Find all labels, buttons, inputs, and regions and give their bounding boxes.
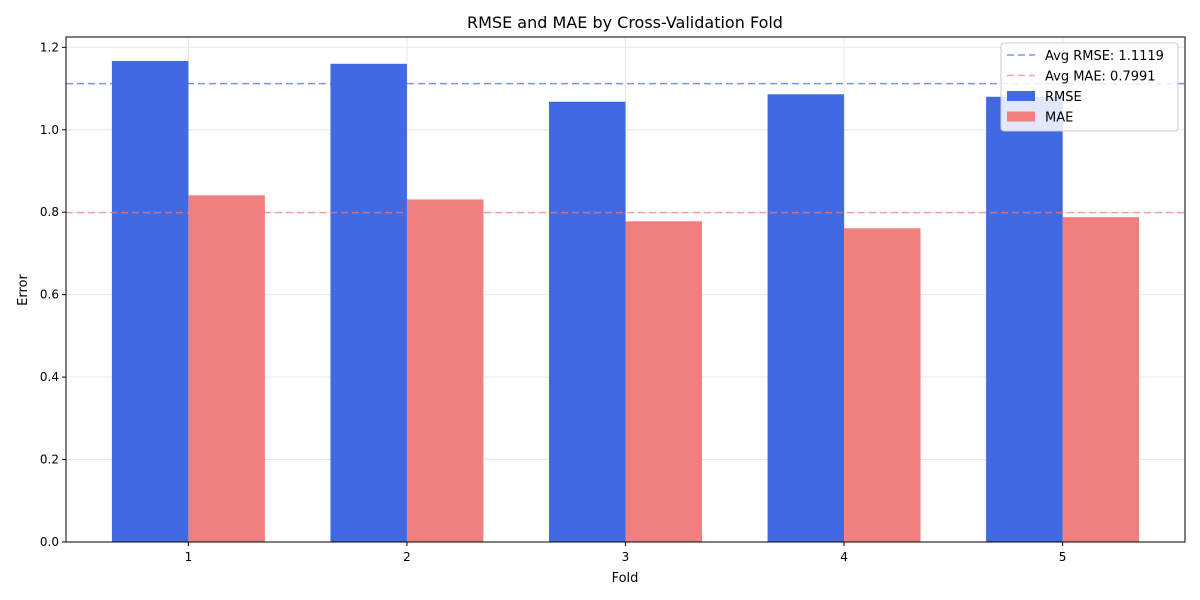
bar-mae — [625, 221, 702, 542]
bar-mae — [844, 228, 921, 543]
legend-frame — [1000, 42, 1179, 132]
legend-bar-swatch — [1007, 111, 1035, 122]
y-tick-label: 0.0 — [40, 535, 59, 549]
bar-mae — [1062, 217, 1140, 543]
x-tick-label: 4 — [840, 550, 848, 564]
bar-rmse — [330, 63, 407, 542]
chart-title: RMSE and MAE by Cross-Validation Fold — [467, 13, 783, 32]
bar-rmse — [767, 94, 845, 543]
y-axis-ticks: 0.0 0.2 0.4 0.6 0.8 1.0 1.2 — [40, 40, 66, 549]
y-tick-label: 0.8 — [40, 205, 59, 219]
legend-label: Avg RMSE: 1.1119 — [1045, 49, 1164, 64]
x-axis-ticks: 1 2 3 4 5 — [185, 542, 1067, 564]
y-tick-label: 0.6 — [40, 288, 59, 302]
x-tick-label: 3 — [622, 550, 630, 564]
y-tick-label: 0.4 — [40, 370, 59, 384]
x-tick-label: 1 — [185, 550, 193, 564]
bar-mae — [406, 199, 484, 542]
y-tick-label: 1.0 — [40, 123, 59, 137]
bars — [111, 60, 1140, 543]
y-tick-label: 1.2 — [40, 40, 59, 54]
bar-rmse — [986, 96, 1063, 542]
legend-label: RMSE — [1045, 90, 1082, 105]
bar-rmse — [111, 60, 189, 542]
y-axis-label: Error — [16, 274, 31, 306]
y-tick-label: 0.2 — [40, 453, 59, 467]
legend: Avg RMSE: 1.1119 Avg MAE: 0.7991 RMSE MAE — [1000, 42, 1179, 132]
legend-label: MAE — [1045, 111, 1073, 126]
legend-label: Avg MAE: 0.7991 — [1045, 70, 1156, 85]
x-tick-label: 2 — [403, 550, 411, 564]
bar-rmse — [549, 101, 626, 543]
x-tick-label: 5 — [1059, 550, 1067, 564]
bar-mae — [188, 195, 265, 542]
x-axis-label: Fold — [612, 571, 639, 586]
legend-bar-swatch — [1007, 91, 1035, 101]
